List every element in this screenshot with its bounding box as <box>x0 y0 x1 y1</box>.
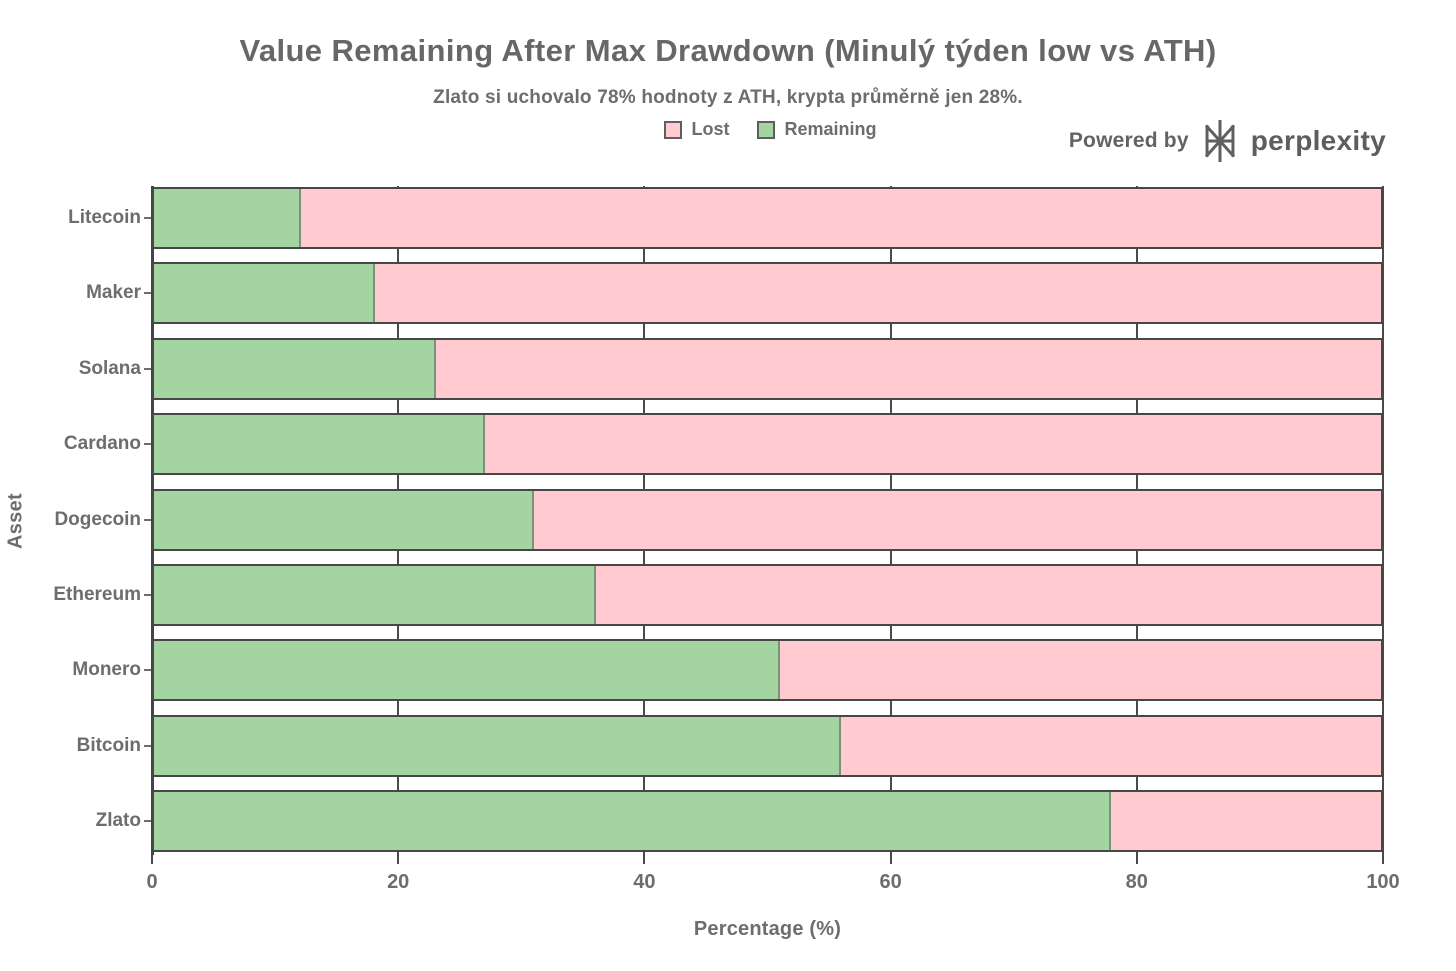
y-axis-label-text: Monero <box>72 659 141 681</box>
bar-row <box>152 714 1383 777</box>
y-axis-label-text: Ethereum <box>53 584 141 605</box>
bar-segment-lost <box>375 264 1381 322</box>
y-axis-tick <box>144 669 151 672</box>
y-axis-label-text: Solana <box>78 357 141 379</box>
legend-label-remaining: Remaining <box>784 119 877 139</box>
gridline <box>1382 186 1384 855</box>
bar-segment-remaining <box>154 189 302 247</box>
y-axis-label: Bitcoin <box>0 715 151 777</box>
x-axis-tick-label: 100 <box>1366 871 1400 893</box>
bars-layer <box>152 186 1383 855</box>
perplexity-logo-icon <box>1199 120 1241 162</box>
x-axis-tick-label: 80 <box>1125 871 1148 893</box>
bar-segment-remaining <box>154 641 780 700</box>
x-axis-tick-label: 20 <box>387 871 410 893</box>
bar-segment-remaining <box>154 415 486 474</box>
x-axis-tick <box>397 855 400 864</box>
y-axis-tick <box>144 443 151 446</box>
y-axis-tick <box>144 367 151 370</box>
bar-segment-remaining <box>154 339 437 398</box>
x-axis-title: Percentage (%) <box>693 918 842 940</box>
y-axis-label-text: Cardano <box>63 433 141 455</box>
y-axis-tick <box>144 518 151 521</box>
y-axis-labels: Litecoin Maker Solana Cardano Dogecoin Ethere… <box>0 186 151 855</box>
x-axis-tick-label: 40 <box>633 871 656 893</box>
bar-segment-remaining <box>154 792 1112 851</box>
legend-swatch-remaining-icon <box>757 120 776 139</box>
x-axis-tick <box>889 855 892 864</box>
x-axis-ticks <box>151 855 1384 865</box>
bar-row <box>152 413 1383 476</box>
legend-swatch-lost-icon <box>664 120 683 139</box>
bar-segment-lost <box>596 566 1381 624</box>
y-axis-label: Maker <box>0 262 151 324</box>
bar-segment-remaining <box>154 490 535 549</box>
x-axis-tick-label: 60 <box>879 871 902 893</box>
bar-segment-remaining <box>154 716 842 775</box>
bar-segment-remaining <box>154 565 596 624</box>
bar-segment-lost <box>1111 792 1381 850</box>
plot-area <box>151 186 1384 855</box>
y-axis-label: Zlato <box>0 790 151 852</box>
y-axis-label: Solana <box>0 338 151 400</box>
y-axis-label-text: Maker <box>86 282 141 304</box>
y-axis-tick <box>144 594 151 596</box>
y-axis-tick <box>144 217 151 219</box>
bar-segment-remaining <box>154 264 375 323</box>
y-axis-tick <box>144 292 151 295</box>
bar-segment-lost <box>301 189 1381 247</box>
y-axis-tick <box>144 820 151 823</box>
bar-segment-lost <box>841 717 1381 775</box>
bar-row <box>152 337 1383 400</box>
powered-by-text: Powered by <box>1068 129 1189 152</box>
bar-row <box>152 790 1383 853</box>
bar-segment-lost <box>780 641 1381 699</box>
y-axis-label-text: Dogecoin <box>54 508 141 530</box>
bar-row <box>152 563 1383 626</box>
y-axis-tick <box>144 744 151 747</box>
chart-title: Value Remaining After Max Drawdown (Minu… <box>239 33 1217 68</box>
y-axis-label-text: Zlato <box>95 810 141 832</box>
bar-row <box>152 488 1383 551</box>
x-axis-tick <box>151 855 153 864</box>
x-axis-tick-label: 0 <box>146 871 158 893</box>
y-axis-label: Cardano <box>0 413 151 475</box>
x-axis-tick <box>1135 855 1138 864</box>
perplexity-wordmark: perplexity <box>1250 125 1386 156</box>
y-axis-label-text: Bitcoin <box>76 734 141 756</box>
legend-item-remaining: Remaining <box>757 119 877 140</box>
x-axis-tick <box>1382 855 1384 864</box>
legend-label-lost: Lost <box>691 119 730 139</box>
bar-row <box>152 187 1383 249</box>
legend-item-lost: Lost <box>664 119 729 140</box>
y-axis-label-text: Litecoin <box>68 207 141 228</box>
y-axis-label: Ethereum <box>0 564 151 626</box>
bar-segment-lost <box>436 340 1381 398</box>
bar-segment-lost <box>534 491 1381 549</box>
y-axis-label: Dogecoin <box>0 489 151 551</box>
x-axis-tick-labels: 0 20 40 60 80 100 <box>146 871 1399 895</box>
x-axis-tick <box>643 855 646 864</box>
bar-segment-lost <box>485 415 1381 473</box>
legend: Lost Remaining <box>0 119 1456 140</box>
y-axis-label: Monero <box>0 639 151 701</box>
chart-subtitle: Zlato si uchovalo 78% hodnoty z ATH, kry… <box>433 87 1023 108</box>
powered-by-branding: Powered by perplexity <box>1069 120 1386 162</box>
bar-row <box>152 639 1383 702</box>
bar-row <box>152 262 1383 325</box>
y-axis-label: Litecoin <box>0 187 151 249</box>
